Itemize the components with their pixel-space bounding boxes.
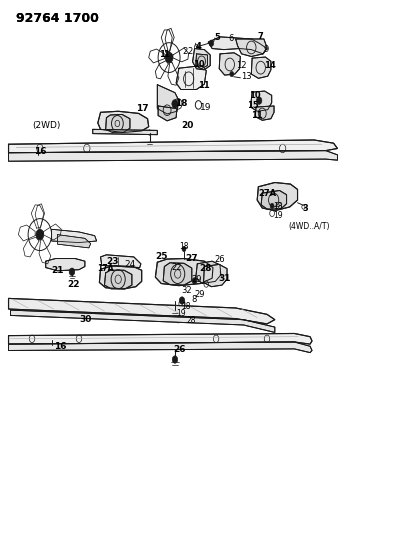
Text: 29: 29 xyxy=(192,275,202,284)
Circle shape xyxy=(270,203,274,208)
Text: 29: 29 xyxy=(195,289,205,298)
Circle shape xyxy=(173,309,177,315)
Circle shape xyxy=(182,246,186,252)
Polygon shape xyxy=(57,235,91,248)
Text: 18: 18 xyxy=(273,203,282,212)
Polygon shape xyxy=(204,264,227,287)
Polygon shape xyxy=(176,66,206,90)
Text: 6: 6 xyxy=(229,35,234,44)
Text: 26: 26 xyxy=(214,255,225,264)
Polygon shape xyxy=(251,91,272,111)
Text: (2WD): (2WD) xyxy=(32,121,61,130)
Text: 16: 16 xyxy=(53,342,66,351)
Text: 2: 2 xyxy=(187,47,193,55)
Circle shape xyxy=(230,71,234,77)
Text: 28: 28 xyxy=(200,264,212,272)
Polygon shape xyxy=(163,263,192,285)
Text: 10: 10 xyxy=(249,91,261,100)
Polygon shape xyxy=(208,37,267,54)
Circle shape xyxy=(147,130,151,135)
Circle shape xyxy=(172,100,178,108)
Circle shape xyxy=(179,297,185,304)
Circle shape xyxy=(256,97,262,104)
Text: 5: 5 xyxy=(214,34,220,43)
Polygon shape xyxy=(11,310,275,333)
Text: 23: 23 xyxy=(107,257,119,265)
Text: 17: 17 xyxy=(136,103,149,112)
Text: 3: 3 xyxy=(302,204,308,213)
Text: 19: 19 xyxy=(200,102,211,111)
Text: 25: 25 xyxy=(155,253,168,261)
Polygon shape xyxy=(158,106,177,121)
Circle shape xyxy=(192,278,197,284)
Text: 27: 27 xyxy=(185,254,197,263)
Polygon shape xyxy=(9,298,275,324)
Text: 30: 30 xyxy=(79,315,92,324)
Text: 10: 10 xyxy=(193,60,205,69)
Polygon shape xyxy=(257,182,298,211)
Text: 7: 7 xyxy=(258,33,264,42)
Polygon shape xyxy=(9,342,312,353)
Text: 4: 4 xyxy=(196,43,202,52)
Text: 92764 1700: 92764 1700 xyxy=(17,12,99,25)
Polygon shape xyxy=(98,111,149,133)
Text: 9: 9 xyxy=(263,45,268,54)
Text: 13: 13 xyxy=(242,72,252,81)
Polygon shape xyxy=(261,190,286,209)
Text: 17A: 17A xyxy=(97,264,114,272)
Text: 2: 2 xyxy=(183,47,188,55)
Circle shape xyxy=(165,52,173,63)
Polygon shape xyxy=(99,265,141,289)
Circle shape xyxy=(36,229,44,240)
Text: 32: 32 xyxy=(181,286,191,295)
Text: 18: 18 xyxy=(181,302,191,311)
Text: 21: 21 xyxy=(51,266,64,274)
Polygon shape xyxy=(236,39,267,56)
Text: 24: 24 xyxy=(124,261,135,269)
Circle shape xyxy=(209,40,214,46)
Polygon shape xyxy=(106,115,130,133)
Text: 31: 31 xyxy=(218,273,231,282)
Polygon shape xyxy=(252,57,271,78)
Polygon shape xyxy=(105,270,132,289)
Text: 1: 1 xyxy=(163,51,169,59)
Text: 16: 16 xyxy=(34,147,46,156)
Text: 22: 22 xyxy=(67,279,80,288)
Text: 19: 19 xyxy=(273,211,283,220)
Text: 12: 12 xyxy=(236,61,246,70)
Polygon shape xyxy=(219,53,241,75)
Text: 22: 22 xyxy=(171,263,182,272)
Circle shape xyxy=(69,268,75,276)
Text: 18: 18 xyxy=(175,99,187,108)
Text: 27A: 27A xyxy=(258,189,276,198)
Text: 15: 15 xyxy=(247,101,258,110)
Text: 20: 20 xyxy=(181,121,193,130)
Polygon shape xyxy=(255,106,274,120)
Text: 18: 18 xyxy=(179,242,188,251)
Polygon shape xyxy=(101,255,141,268)
Polygon shape xyxy=(157,85,179,114)
Polygon shape xyxy=(9,334,312,344)
Polygon shape xyxy=(51,229,97,243)
Text: 19: 19 xyxy=(176,309,186,318)
Text: 1: 1 xyxy=(159,51,165,59)
Text: 11: 11 xyxy=(198,81,210,90)
Circle shape xyxy=(172,356,178,364)
Text: (4WD..A/T): (4WD..A/T) xyxy=(288,222,330,231)
Polygon shape xyxy=(196,261,221,284)
Polygon shape xyxy=(196,54,208,69)
Text: 14: 14 xyxy=(264,61,275,70)
Text: 11: 11 xyxy=(251,111,262,120)
Polygon shape xyxy=(46,259,85,271)
Polygon shape xyxy=(9,140,338,153)
Text: 92764 1700: 92764 1700 xyxy=(17,12,99,25)
Text: 8: 8 xyxy=(191,295,197,304)
Text: 28: 28 xyxy=(186,316,196,325)
Polygon shape xyxy=(155,259,213,286)
Text: 26: 26 xyxy=(173,345,185,354)
Polygon shape xyxy=(193,49,210,70)
Polygon shape xyxy=(93,130,157,135)
Polygon shape xyxy=(9,151,338,161)
